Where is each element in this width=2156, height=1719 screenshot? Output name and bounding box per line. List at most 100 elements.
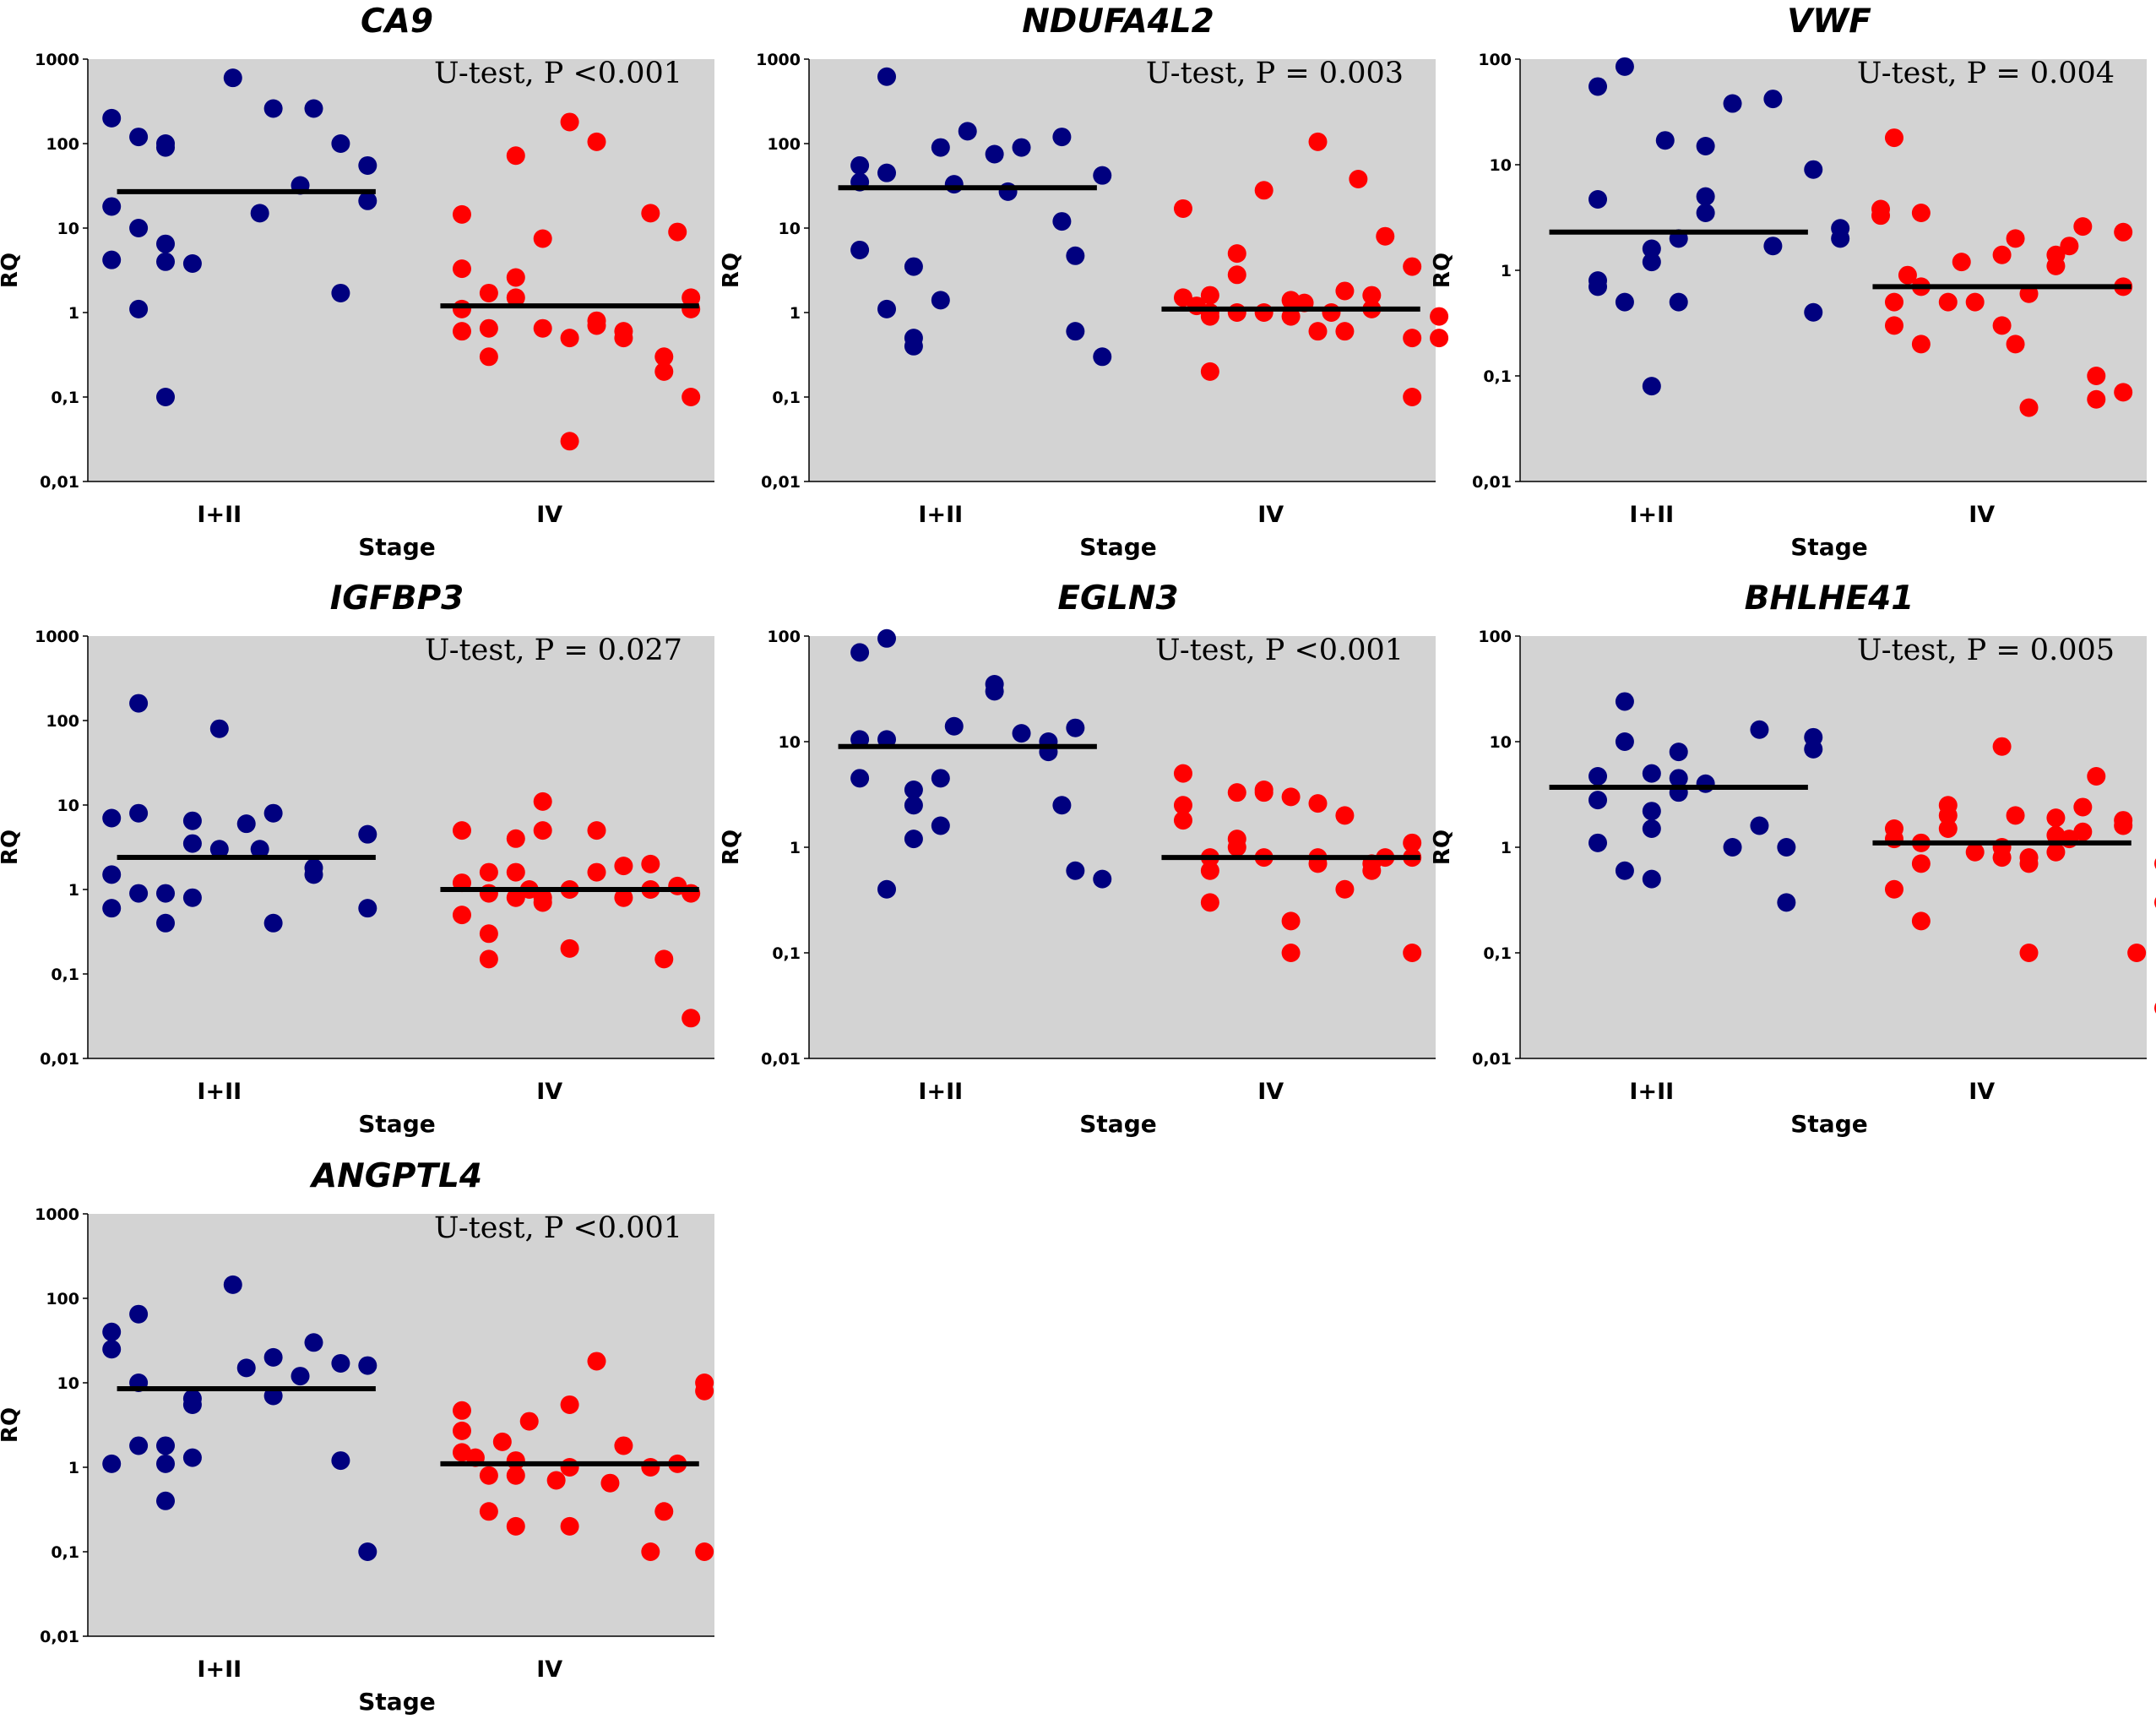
plot-background	[88, 1214, 714, 1636]
y-tick-label: 100	[46, 1290, 79, 1308]
data-point-stage-i-ii	[1642, 377, 1661, 396]
x-axis-label: Stage	[358, 1688, 435, 1716]
data-point-stage-i-ii	[998, 182, 1018, 201]
data-point-stage-iv	[1992, 848, 2012, 868]
data-point-stage-i-ii	[182, 1389, 202, 1408]
data-point-stage-iv	[479, 949, 498, 969]
data-point-stage-i-ii	[331, 134, 350, 153]
data-point-stage-iv	[1173, 288, 1192, 307]
data-point-stage-i-ii	[156, 1454, 176, 1473]
data-point-stage-i-ii	[182, 811, 202, 830]
x-tick-label: I+II	[197, 502, 242, 528]
y-tick-label: 0,1	[51, 1543, 79, 1562]
data-point-stage-i-ii	[102, 197, 122, 216]
data-point-stage-iv	[1911, 335, 1931, 354]
y-tick-label: 10	[1490, 733, 1512, 752]
data-point-stage-i-ii	[1588, 791, 1608, 810]
data-point-stage-iv	[560, 329, 579, 348]
data-point-stage-iv	[1965, 842, 1985, 862]
data-point-stage-iv	[506, 1466, 525, 1485]
data-point-stage-i-ii	[223, 1275, 242, 1294]
data-point-stage-i-ii	[1588, 277, 1608, 296]
x-tick-label: I+II	[918, 502, 963, 528]
y-axis-label: RQ	[0, 830, 23, 865]
u-test-annotation: U-test, P = 0.003	[1146, 57, 1404, 90]
data-point-stage-iv	[479, 283, 498, 302]
data-point-stage-iv	[1965, 292, 1985, 312]
data-point-stage-iv	[1254, 780, 1274, 799]
data-point-stage-i-ii	[1750, 720, 1769, 739]
data-point-stage-iv	[614, 888, 633, 907]
plot-background	[88, 636, 714, 1058]
data-point-stage-iv	[695, 1381, 714, 1401]
data-point-stage-iv	[1281, 307, 1301, 326]
data-point-stage-iv	[2114, 811, 2133, 830]
x-tick-label: IV	[1969, 1079, 1995, 1105]
data-point-stage-i-ii	[156, 134, 176, 153]
data-point-stage-i-ii	[1763, 90, 1783, 109]
data-point-stage-iv	[1254, 181, 1274, 200]
u-test-annotation: U-test, P <0.001	[434, 57, 682, 90]
data-point-stage-iv	[479, 884, 498, 903]
data-point-stage-iv	[1227, 838, 1246, 857]
data-point-stage-iv	[1200, 307, 1219, 326]
data-point-stage-iv	[1403, 944, 1422, 962]
data-point-stage-iv	[1952, 253, 1971, 272]
x-tick-label: I+II	[197, 1079, 242, 1105]
data-point-stage-i-ii	[877, 67, 897, 86]
data-point-stage-iv	[2019, 398, 2039, 417]
data-point-stage-iv	[1281, 787, 1301, 807]
data-point-stage-iv	[1308, 322, 1328, 341]
data-point-stage-iv	[452, 821, 471, 840]
plot-background	[809, 636, 1436, 1058]
data-point-stage-i-ii	[904, 796, 923, 815]
data-point-stage-i-ii	[1804, 302, 1823, 322]
data-point-stage-iv	[2087, 367, 2106, 385]
data-point-stage-i-ii	[102, 899, 122, 918]
data-point-stage-i-ii	[358, 191, 377, 210]
data-point-stage-iv	[1227, 244, 1246, 264]
data-point-stage-i-ii	[1093, 869, 1112, 889]
data-point-stage-iv	[2046, 808, 2066, 828]
data-point-stage-i-ii	[304, 1333, 323, 1352]
data-point-stage-iv	[1938, 806, 1958, 825]
data-point-stage-i-ii	[1066, 861, 1085, 880]
y-tick-label: 1	[1501, 839, 1512, 857]
data-point-stage-i-ii	[129, 1436, 149, 1455]
data-point-stage-iv	[1200, 861, 1219, 880]
data-point-stage-i-ii	[304, 99, 323, 118]
data-point-stage-iv	[1200, 286, 1219, 305]
data-point-stage-iv	[533, 229, 552, 248]
data-point-stage-iv	[519, 1412, 539, 1431]
data-point-stage-iv	[1335, 806, 1355, 825]
y-tick-label: 1000	[35, 51, 79, 69]
data-point-stage-iv	[1173, 811, 1192, 830]
data-point-stage-i-ii	[129, 694, 149, 713]
data-point-stage-i-ii	[156, 1491, 176, 1510]
data-point-stage-i-ii	[1052, 128, 1072, 147]
data-point-stage-iv	[1992, 737, 2012, 756]
y-tick-label: 0,1	[772, 944, 801, 963]
data-point-stage-iv	[1362, 861, 1382, 880]
data-point-stage-i-ii	[904, 780, 923, 799]
u-test-annotation: U-test, P = 0.004	[1857, 57, 2115, 90]
y-tick-label: 10	[779, 733, 801, 752]
data-point-stage-i-ii	[1723, 838, 1742, 857]
y-tick-label: 0,1	[772, 389, 801, 407]
data-point-stage-i-ii	[291, 1367, 310, 1386]
data-point-stage-iv	[1200, 362, 1219, 381]
data-point-stage-iv	[1200, 893, 1219, 912]
y-tick-label: 0,01	[40, 1050, 79, 1069]
data-point-stage-iv	[587, 862, 606, 882]
data-point-stage-iv	[533, 821, 552, 840]
data-point-stage-i-ii	[209, 840, 229, 859]
data-point-stage-i-ii	[263, 913, 283, 933]
data-point-stage-iv	[2087, 766, 2106, 786]
data-point-stage-i-ii	[102, 1340, 122, 1359]
y-tick-label: 1	[790, 304, 801, 323]
data-point-stage-i-ii	[156, 1436, 176, 1455]
data-point-stage-i-ii	[102, 808, 122, 828]
data-point-stage-i-ii	[358, 824, 377, 844]
data-point-stage-iv	[2019, 944, 2039, 962]
